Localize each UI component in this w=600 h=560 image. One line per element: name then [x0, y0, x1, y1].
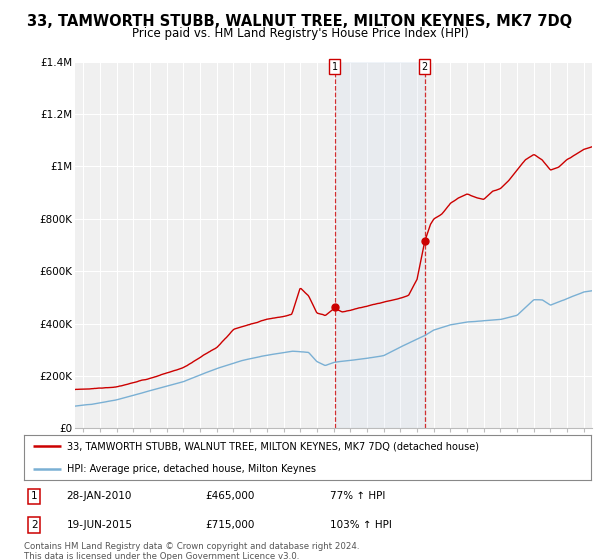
- Text: £715,000: £715,000: [205, 520, 255, 530]
- Text: 1: 1: [31, 492, 38, 501]
- Text: 33, TAMWORTH STUBB, WALNUT TREE, MILTON KEYNES, MK7 7DQ (detached house): 33, TAMWORTH STUBB, WALNUT TREE, MILTON …: [67, 441, 479, 451]
- Text: 2: 2: [31, 520, 38, 530]
- Text: Price paid vs. HM Land Registry's House Price Index (HPI): Price paid vs. HM Land Registry's House …: [131, 27, 469, 40]
- Text: 33, TAMWORTH STUBB, WALNUT TREE, MILTON KEYNES, MK7 7DQ: 33, TAMWORTH STUBB, WALNUT TREE, MILTON …: [28, 14, 572, 29]
- Bar: [335, 62, 425, 428]
- Text: 1: 1: [332, 62, 338, 72]
- Text: 28-JAN-2010: 28-JAN-2010: [67, 492, 132, 501]
- Text: 77% ↑ HPI: 77% ↑ HPI: [330, 492, 386, 501]
- Text: Contains HM Land Registry data © Crown copyright and database right 2024.
This d: Contains HM Land Registry data © Crown c…: [24, 542, 359, 560]
- Text: HPI: Average price, detached house, Milton Keynes: HPI: Average price, detached house, Milt…: [67, 464, 316, 474]
- Text: £465,000: £465,000: [205, 492, 255, 501]
- Text: 103% ↑ HPI: 103% ↑ HPI: [330, 520, 392, 530]
- Text: 2: 2: [422, 62, 428, 72]
- Text: 19-JUN-2015: 19-JUN-2015: [67, 520, 133, 530]
